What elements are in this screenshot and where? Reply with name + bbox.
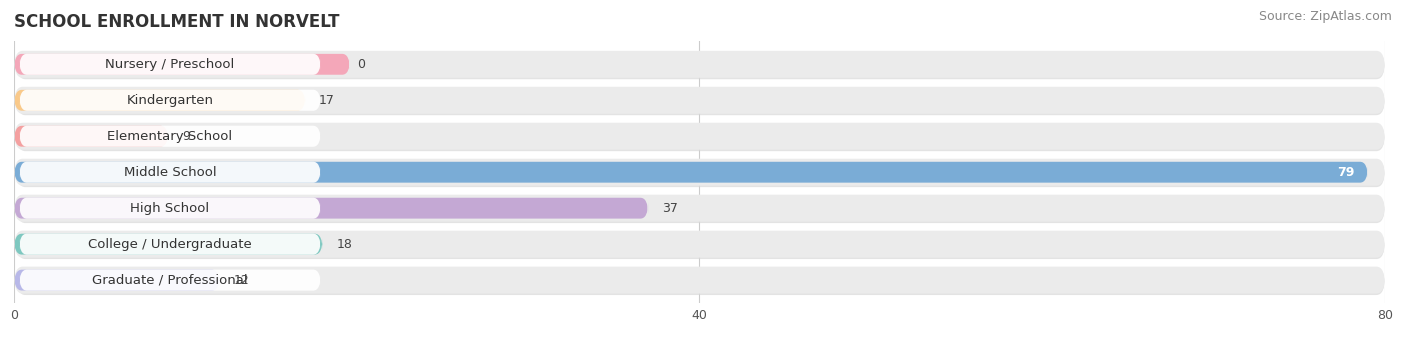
- FancyBboxPatch shape: [17, 124, 1385, 151]
- Text: Graduate / Professional: Graduate / Professional: [93, 273, 247, 286]
- FancyBboxPatch shape: [14, 234, 322, 255]
- FancyBboxPatch shape: [14, 87, 1385, 114]
- Text: 17: 17: [319, 94, 335, 107]
- Text: Source: ZipAtlas.com: Source: ZipAtlas.com: [1258, 10, 1392, 23]
- Text: 37: 37: [662, 202, 678, 215]
- Text: High School: High School: [131, 202, 209, 215]
- FancyBboxPatch shape: [14, 54, 350, 75]
- Text: Nursery / Preschool: Nursery / Preschool: [105, 58, 235, 71]
- FancyBboxPatch shape: [17, 160, 1385, 187]
- FancyBboxPatch shape: [14, 123, 1385, 150]
- Text: Kindergarten: Kindergarten: [127, 94, 214, 107]
- FancyBboxPatch shape: [20, 162, 321, 183]
- FancyBboxPatch shape: [17, 52, 1385, 79]
- FancyBboxPatch shape: [14, 195, 1385, 222]
- Text: 79: 79: [1337, 166, 1354, 179]
- FancyBboxPatch shape: [20, 126, 321, 147]
- FancyBboxPatch shape: [20, 270, 321, 291]
- FancyBboxPatch shape: [17, 88, 1385, 115]
- FancyBboxPatch shape: [17, 268, 1385, 295]
- FancyBboxPatch shape: [14, 162, 1368, 183]
- FancyBboxPatch shape: [20, 54, 321, 75]
- FancyBboxPatch shape: [17, 232, 1385, 259]
- FancyBboxPatch shape: [14, 90, 305, 111]
- FancyBboxPatch shape: [14, 126, 169, 147]
- FancyBboxPatch shape: [20, 234, 321, 255]
- FancyBboxPatch shape: [14, 51, 1385, 78]
- Text: 18: 18: [336, 238, 352, 251]
- FancyBboxPatch shape: [14, 270, 219, 291]
- FancyBboxPatch shape: [14, 198, 648, 219]
- FancyBboxPatch shape: [14, 159, 1385, 186]
- FancyBboxPatch shape: [14, 231, 1385, 258]
- Text: College / Undergraduate: College / Undergraduate: [89, 238, 252, 251]
- FancyBboxPatch shape: [20, 90, 321, 111]
- Text: 0: 0: [357, 58, 364, 71]
- Text: 9: 9: [181, 130, 190, 143]
- Text: Middle School: Middle School: [124, 166, 217, 179]
- Text: Elementary School: Elementary School: [107, 130, 232, 143]
- Text: SCHOOL ENROLLMENT IN NORVELT: SCHOOL ENROLLMENT IN NORVELT: [14, 13, 340, 31]
- FancyBboxPatch shape: [14, 267, 1385, 294]
- FancyBboxPatch shape: [17, 196, 1385, 223]
- FancyBboxPatch shape: [20, 198, 321, 219]
- Text: 12: 12: [233, 273, 249, 286]
